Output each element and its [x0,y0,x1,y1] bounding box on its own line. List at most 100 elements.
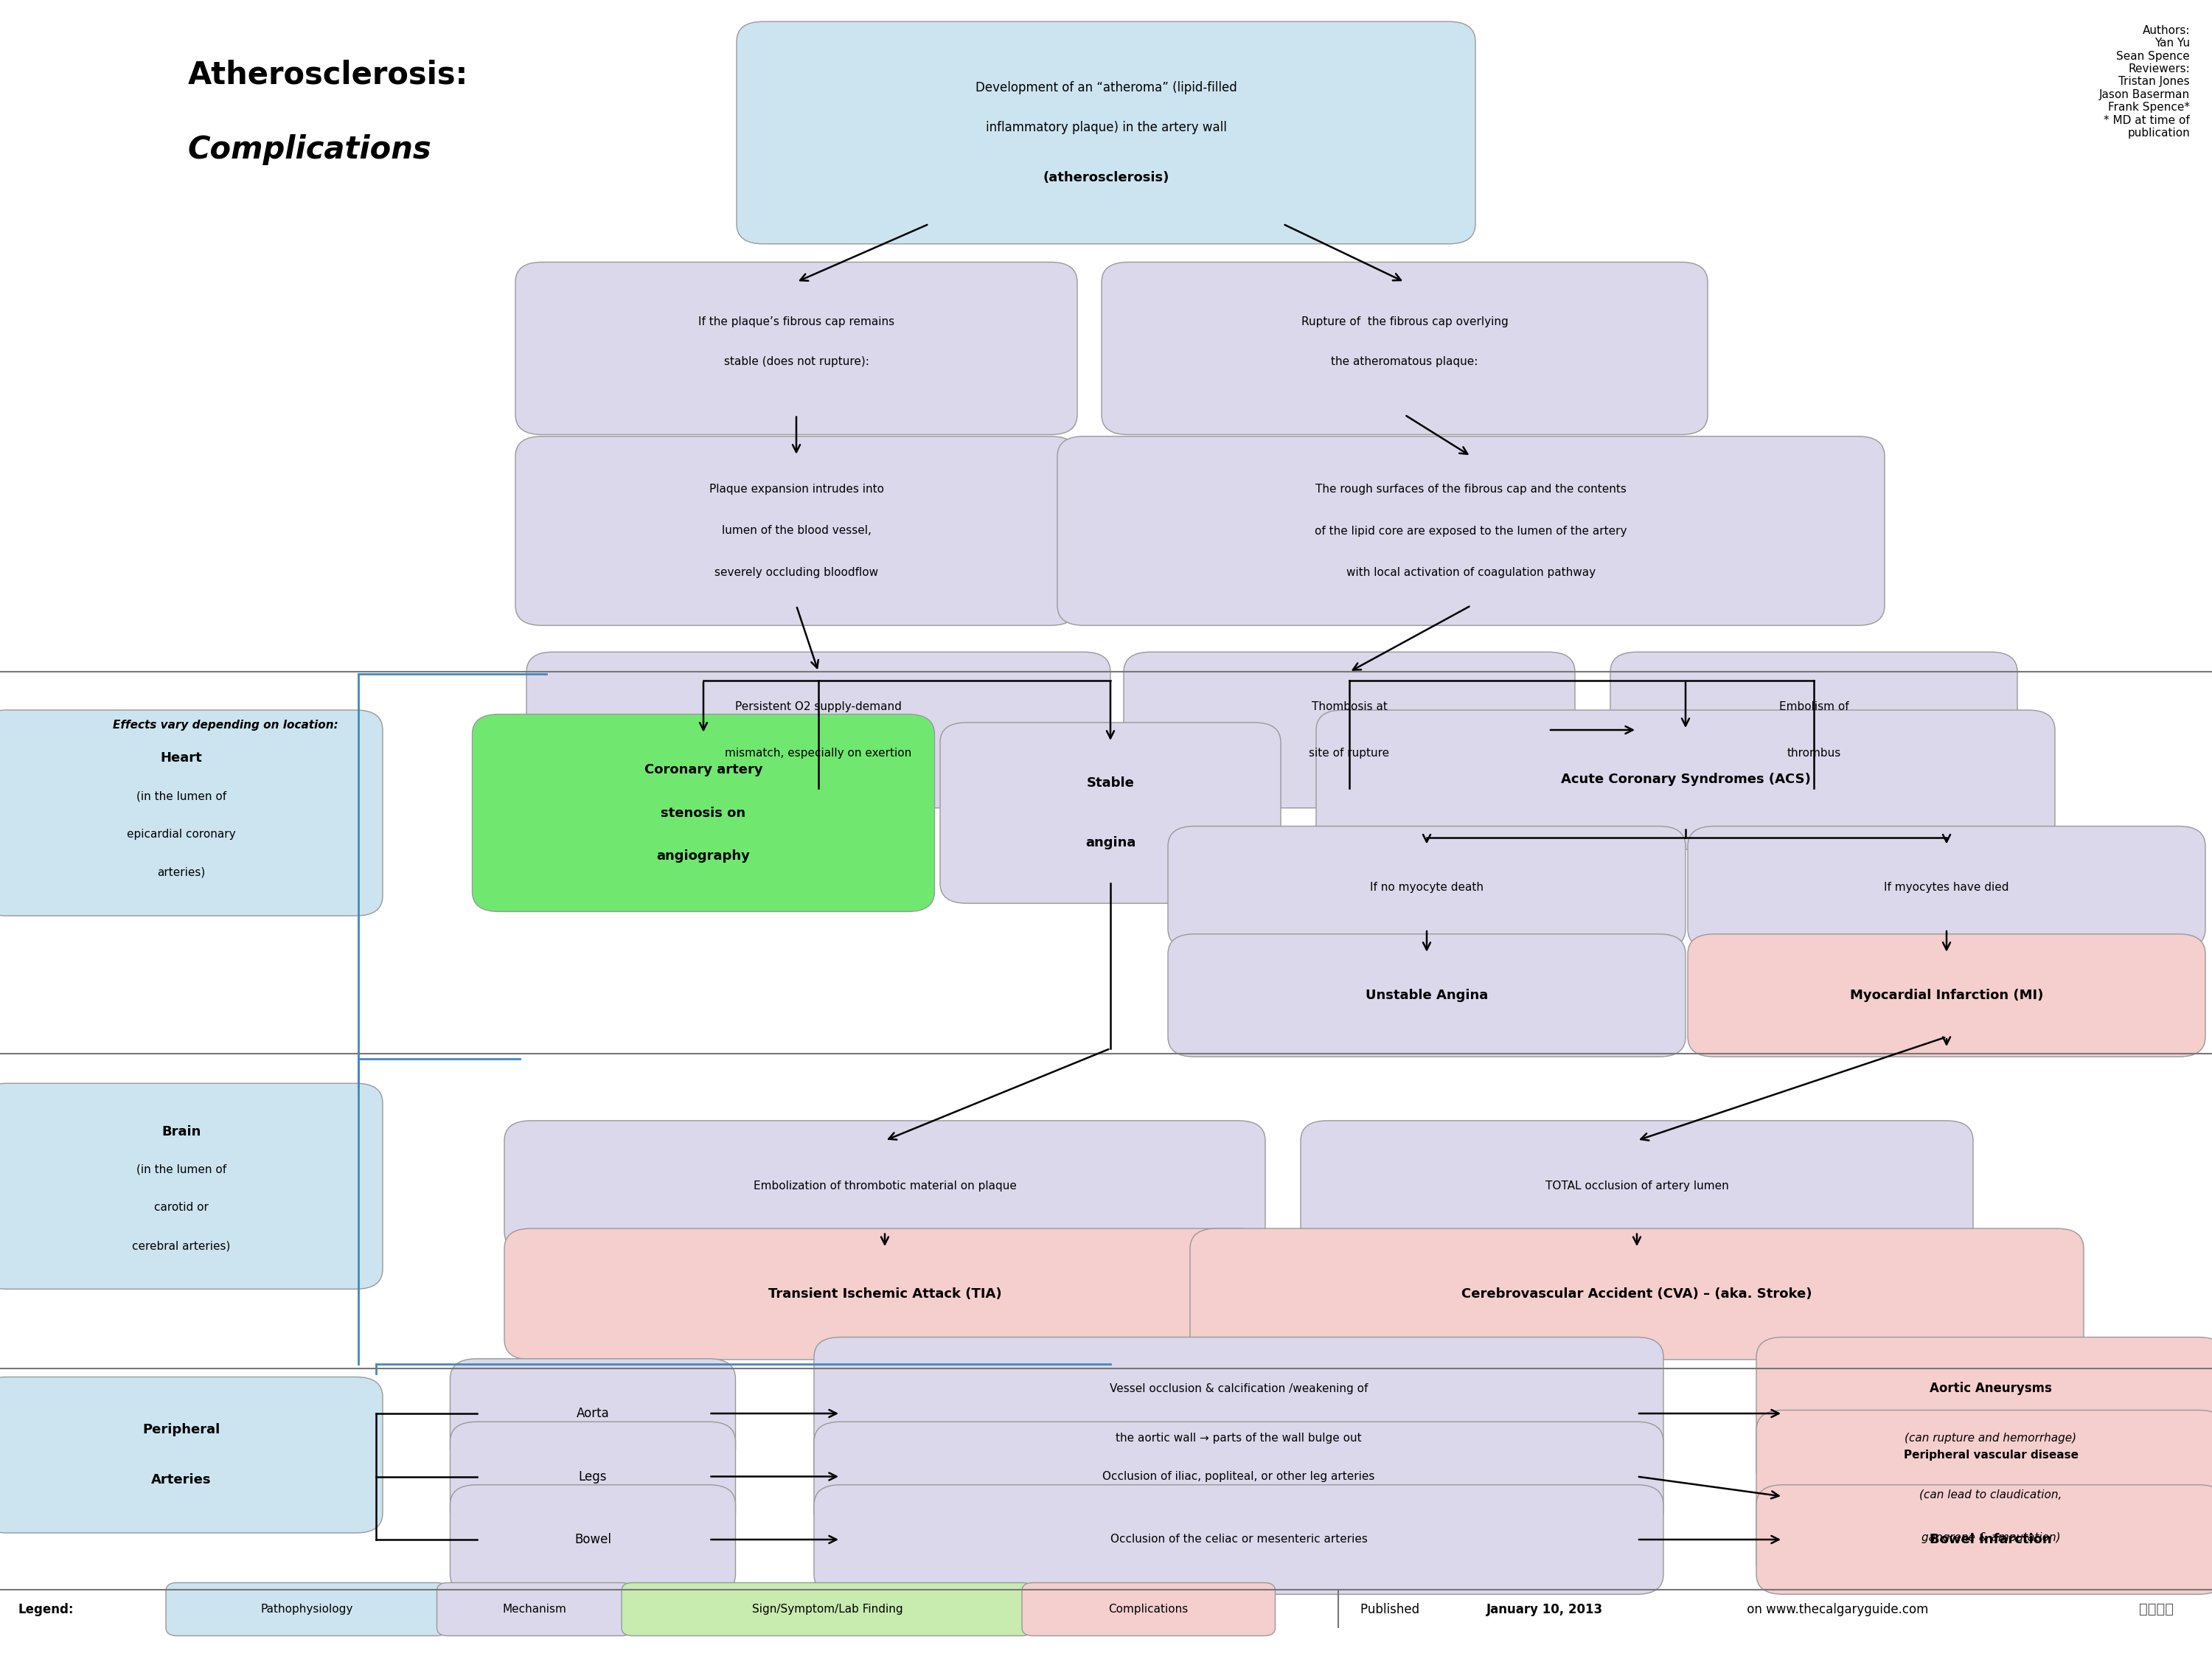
FancyBboxPatch shape [1190,1228,2084,1360]
FancyBboxPatch shape [814,1485,1663,1594]
Text: Myocardial Infarction (MI): Myocardial Infarction (MI) [1849,989,2044,1002]
Text: TOTAL occlusion of artery lumen: TOTAL occlusion of artery lumen [1546,1181,1728,1191]
Text: If no myocyte death: If no myocyte death [1369,883,1484,893]
FancyBboxPatch shape [166,1583,447,1636]
FancyBboxPatch shape [515,262,1077,435]
FancyBboxPatch shape [0,1377,383,1533]
Text: Occlusion of iliac, popliteal, or other leg arteries: Occlusion of iliac, popliteal, or other … [1102,1472,1376,1481]
Text: (can rupture and hemorrhage): (can rupture and hemorrhage) [1905,1433,2077,1443]
FancyBboxPatch shape [814,1422,1663,1531]
Text: Atherosclerosis:: Atherosclerosis: [188,60,469,90]
FancyBboxPatch shape [1756,1410,2212,1583]
FancyBboxPatch shape [1168,826,1686,949]
Text: cerebral arteries): cerebral arteries) [133,1241,230,1251]
FancyBboxPatch shape [515,436,1077,625]
Text: Sign/Symptom/Lab Finding: Sign/Symptom/Lab Finding [752,1604,902,1614]
Text: stenosis on: stenosis on [661,806,745,820]
FancyBboxPatch shape [1688,826,2205,949]
Text: Aortic Aneurysms: Aortic Aneurysms [1929,1382,2053,1395]
Text: the aortic wall → parts of the wall bulge out: the aortic wall → parts of the wall bulg… [1115,1433,1363,1443]
Text: Published: Published [1360,1603,1422,1616]
FancyBboxPatch shape [436,1583,633,1636]
FancyBboxPatch shape [1022,1583,1274,1636]
Text: If the plaque’s fibrous cap remains: If the plaque’s fibrous cap remains [699,317,894,327]
FancyBboxPatch shape [940,723,1281,902]
Text: Stable: Stable [1086,776,1135,790]
Text: Rupture of  the fibrous cap overlying: Rupture of the fibrous cap overlying [1301,317,1509,327]
Text: thrombus: thrombus [1787,748,1840,758]
Text: (in the lumen of: (in the lumen of [137,791,226,801]
FancyBboxPatch shape [1688,934,2205,1057]
FancyBboxPatch shape [1301,1121,1973,1253]
Text: (atherosclerosis): (atherosclerosis) [1042,171,1170,184]
Text: Heart: Heart [161,752,201,765]
Text: Thombosis at: Thombosis at [1312,702,1387,712]
Text: mismatch, especially on exertion: mismatch, especially on exertion [726,748,911,758]
Text: of the lipid core are exposed to the lumen of the artery: of the lipid core are exposed to the lum… [1314,526,1628,536]
Text: Cerebrovascular Accident (CVA) – (aka. Stroke): Cerebrovascular Accident (CVA) – (aka. S… [1462,1287,1812,1301]
Text: lumen of the blood vessel,: lumen of the blood vessel, [721,526,872,536]
FancyBboxPatch shape [1124,652,1575,808]
FancyBboxPatch shape [473,713,933,912]
FancyBboxPatch shape [1057,436,1885,625]
FancyBboxPatch shape [504,1121,1265,1253]
Text: angina: angina [1086,836,1135,849]
Text: Plaque expansion intrudes into: Plaque expansion intrudes into [708,484,883,494]
FancyBboxPatch shape [451,1422,734,1531]
Text: site of rupture: site of rupture [1310,748,1389,758]
Text: the atheromatous plaque:: the atheromatous plaque: [1332,357,1478,367]
Text: Embolization of thrombotic material on plaque: Embolization of thrombotic material on p… [754,1181,1015,1191]
Text: with local activation of coagulation pathway: with local activation of coagulation pat… [1347,567,1595,577]
Text: carotid or: carotid or [155,1203,208,1213]
FancyBboxPatch shape [451,1359,734,1468]
FancyBboxPatch shape [1610,652,2017,808]
Text: If myocytes have died: If myocytes have died [1885,883,2008,893]
Text: Arteries: Arteries [150,1473,212,1486]
FancyBboxPatch shape [1316,710,2055,849]
Text: inflammatory plaque) in the artery wall: inflammatory plaque) in the artery wall [987,121,1225,134]
Text: angiography: angiography [657,849,750,863]
FancyBboxPatch shape [1756,1485,2212,1594]
Text: The rough surfaces of the fibrous cap and the contents: The rough surfaces of the fibrous cap an… [1316,484,1626,494]
Text: Occlusion of the celiac or mesenteric arteries: Occlusion of the celiac or mesenteric ar… [1110,1535,1367,1545]
FancyBboxPatch shape [622,1583,1033,1636]
Text: Coronary artery: Coronary artery [644,763,763,776]
FancyBboxPatch shape [0,710,383,916]
FancyBboxPatch shape [451,1485,734,1594]
FancyBboxPatch shape [0,1083,383,1289]
Text: January 10, 2013: January 10, 2013 [1486,1603,1604,1616]
Text: Acute Coronary Syndromes (ACS): Acute Coronary Syndromes (ACS) [1562,773,1809,786]
Text: Authors:
Yan Yu
Sean Spence
Reviewers:
Tristan Jones
Jason Baserman
Frank Spence: Authors: Yan Yu Sean Spence Reviewers: T… [2099,25,2190,139]
Text: Unstable Angina: Unstable Angina [1365,989,1489,1002]
Text: Effects vary depending on location:: Effects vary depending on location: [113,720,338,730]
Text: Embolism of: Embolism of [1778,702,1849,712]
Text: Complications: Complications [1108,1604,1188,1614]
Text: Aorta: Aorta [577,1407,608,1420]
Text: arteries): arteries) [157,868,206,878]
Text: Peripheral vascular disease: Peripheral vascular disease [1902,1450,2079,1460]
Text: Legs: Legs [580,1470,606,1483]
Text: Persistent O2 supply-demand: Persistent O2 supply-demand [734,702,902,712]
Text: on www.thecalgaryguide.com: on www.thecalgaryguide.com [1743,1603,1929,1616]
Text: Bowel: Bowel [575,1533,611,1546]
Text: Legend:: Legend: [18,1603,73,1616]
Text: ⒸⓈⒸⒸ: ⒸⓈⒸⒸ [2139,1603,2174,1616]
FancyBboxPatch shape [1756,1337,2212,1490]
FancyBboxPatch shape [814,1337,1663,1490]
Text: Mechanism: Mechanism [502,1604,566,1614]
Text: Peripheral: Peripheral [142,1423,221,1437]
Text: (can lead to claudication,: (can lead to claudication, [1920,1490,2062,1500]
Text: epicardial coronary: epicardial coronary [126,830,237,839]
FancyBboxPatch shape [1168,934,1686,1057]
Text: Development of an “atheroma” (lipid-filled: Development of an “atheroma” (lipid-fill… [975,81,1237,95]
Text: Brain: Brain [161,1125,201,1138]
Text: (in the lumen of: (in the lumen of [137,1165,226,1175]
Text: Bowel Infarction: Bowel Infarction [1929,1533,2053,1546]
Text: Vessel occlusion & calcification /weakening of: Vessel occlusion & calcification /weaken… [1110,1384,1367,1394]
FancyBboxPatch shape [526,652,1110,808]
Text: Transient Ischemic Attack (TIA): Transient Ischemic Attack (TIA) [768,1287,1002,1301]
FancyBboxPatch shape [1102,262,1708,435]
Text: gangrene & amputation): gangrene & amputation) [1922,1533,2059,1543]
Text: Complications: Complications [188,134,431,164]
Text: Pathophysiology: Pathophysiology [261,1604,354,1614]
